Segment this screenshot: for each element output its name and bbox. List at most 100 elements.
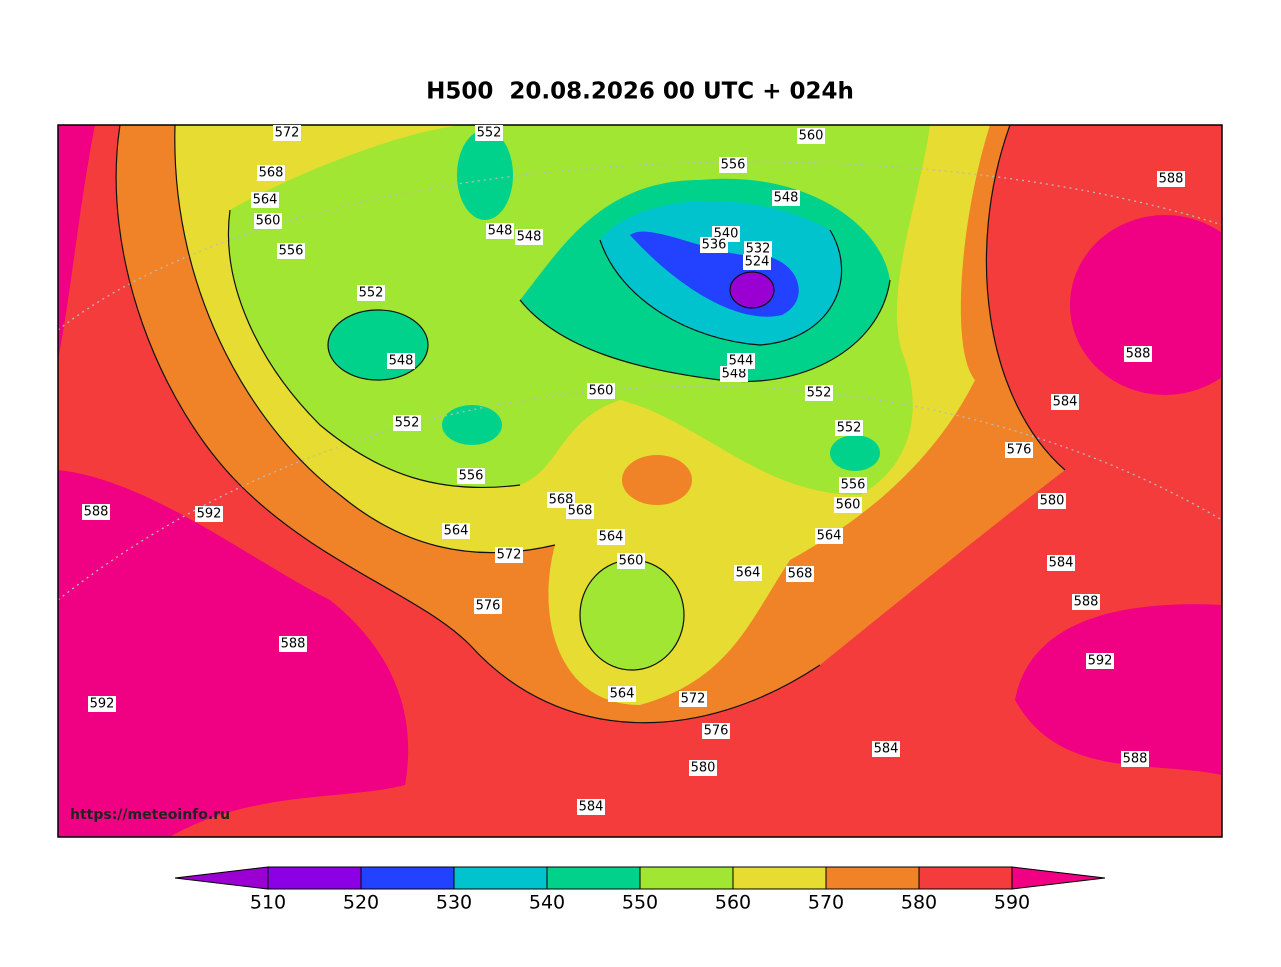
colorbar-tick-label: 540 <box>529 892 565 914</box>
colorbar-segment <box>825 866 920 890</box>
contour-label: 572 <box>681 692 706 707</box>
contour-label: 524 <box>745 255 770 270</box>
contour-label-bg <box>727 353 755 369</box>
contour-label-bg <box>719 157 747 173</box>
colorbar-tick-label: 520 <box>343 892 379 914</box>
contour-label: 580 <box>1040 494 1065 509</box>
colorbar-segment <box>918 866 1013 890</box>
colorbar-tick-label: 570 <box>808 892 844 914</box>
contour-label: 592 <box>1088 654 1113 669</box>
contour-label-bg <box>1121 751 1149 767</box>
contour-label-bg <box>1005 442 1033 458</box>
contour-label: 564 <box>817 529 842 544</box>
contour-label: 588 <box>1126 347 1151 362</box>
contour-label: 556 <box>279 244 304 259</box>
contour-label-bg <box>254 213 282 229</box>
contour-label-bg <box>357 285 385 301</box>
contour-label: 552 <box>837 421 862 436</box>
contour-label: 552 <box>395 416 420 431</box>
contour-label-bg <box>251 192 279 208</box>
contour-label: 552 <box>807 386 832 401</box>
contour-label-bg <box>195 506 223 522</box>
contour-label-bg <box>786 566 814 582</box>
contour-label: 568 <box>568 504 593 519</box>
contour-label-bg <box>839 477 867 493</box>
contour-label-bg <box>772 190 800 206</box>
contour-label-bg <box>815 528 843 544</box>
contour-label: 580 <box>691 761 716 776</box>
contour-label-bg <box>495 547 523 563</box>
colorbar-segment <box>639 866 734 890</box>
contour-label-bg <box>474 598 502 614</box>
contour-label: 588 <box>1074 595 1099 610</box>
contour-label-bg <box>744 241 772 257</box>
contour-label-bg <box>1086 653 1114 669</box>
contour-label-bg <box>734 565 762 581</box>
contour-label-bg <box>277 243 305 259</box>
contour-label-bg <box>608 686 636 702</box>
contour-label-bg <box>720 366 748 382</box>
contour-label: 536 <box>702 238 727 253</box>
colorbar: 510 520 530 540 550 560 570 580 590 <box>174 866 1106 914</box>
contour-label: 564 <box>610 687 635 702</box>
contour-label: 584 <box>1049 556 1074 571</box>
colorbar-tick-label: 580 <box>901 892 937 914</box>
contour-label: 560 <box>256 214 281 229</box>
contour-label-bg <box>273 125 301 141</box>
contour-label-bg <box>617 553 645 569</box>
contour-label-bg <box>486 223 514 239</box>
contour-label-bg <box>82 504 110 520</box>
map-title: H500 20.08.2026 00 UTC + 024h <box>426 79 854 105</box>
contour-label-bg <box>1047 555 1075 571</box>
contour-label: 576 <box>476 599 501 614</box>
contour-label-bg <box>88 696 116 712</box>
contour-label: 588 <box>1159 172 1184 187</box>
contour-label-bg <box>257 165 285 181</box>
contour-label: 544 <box>729 354 754 369</box>
contour-label: 556 <box>459 469 484 484</box>
contour-label-bg <box>475 125 503 141</box>
colorbar-tick-label: 510 <box>250 892 286 914</box>
colorbar-high-triangle <box>1011 866 1106 890</box>
contour-label: 560 <box>836 498 861 513</box>
map-fields <box>58 125 1222 837</box>
contour-label: 568 <box>788 567 813 582</box>
contour-label-bg <box>597 529 625 545</box>
contour-label: 548 <box>488 224 513 239</box>
contour-label-bg <box>387 353 415 369</box>
contour-label: 548 <box>517 230 542 245</box>
contour-label: 556 <box>721 158 746 173</box>
contour-label-bg <box>1157 171 1185 187</box>
contour-label-bg <box>743 254 771 270</box>
contour-label: 572 <box>497 548 522 563</box>
colorbar-low-triangle <box>174 866 269 890</box>
contour-label: 548 <box>389 354 414 369</box>
contour-label: 564 <box>253 193 278 208</box>
contour-label-bg <box>1051 394 1079 410</box>
contour-label-bg <box>1124 346 1152 362</box>
contour-label: 588 <box>84 505 109 520</box>
contour-label: 592 <box>197 507 222 522</box>
colorbar-tick-label: 550 <box>622 892 658 914</box>
contour-label-bg <box>805 385 833 401</box>
contour-label: 588 <box>281 637 306 652</box>
colorbar-tick-label: 590 <box>994 892 1030 914</box>
contour-label: 592 <box>90 697 115 712</box>
colorbar-tick-label: 560 <box>715 892 751 914</box>
contour-label-bg <box>702 723 730 739</box>
contour-label: 564 <box>736 566 761 581</box>
contour-label: 560 <box>799 129 824 144</box>
colorbar-tick-label: 530 <box>436 892 472 914</box>
contour-label: 556 <box>841 478 866 493</box>
contour-label: 560 <box>589 384 614 399</box>
contour-label-bg <box>1038 493 1066 509</box>
contour-label-bg <box>689 760 717 776</box>
contour-label: 572 <box>275 126 300 141</box>
contour-label: 532 <box>746 242 771 257</box>
contour-label-bg <box>457 468 485 484</box>
contour-label: 552 <box>477 126 502 141</box>
contour-label: 548 <box>722 367 747 382</box>
contour-label: 560 <box>619 554 644 569</box>
colorbar-segment <box>360 866 455 890</box>
